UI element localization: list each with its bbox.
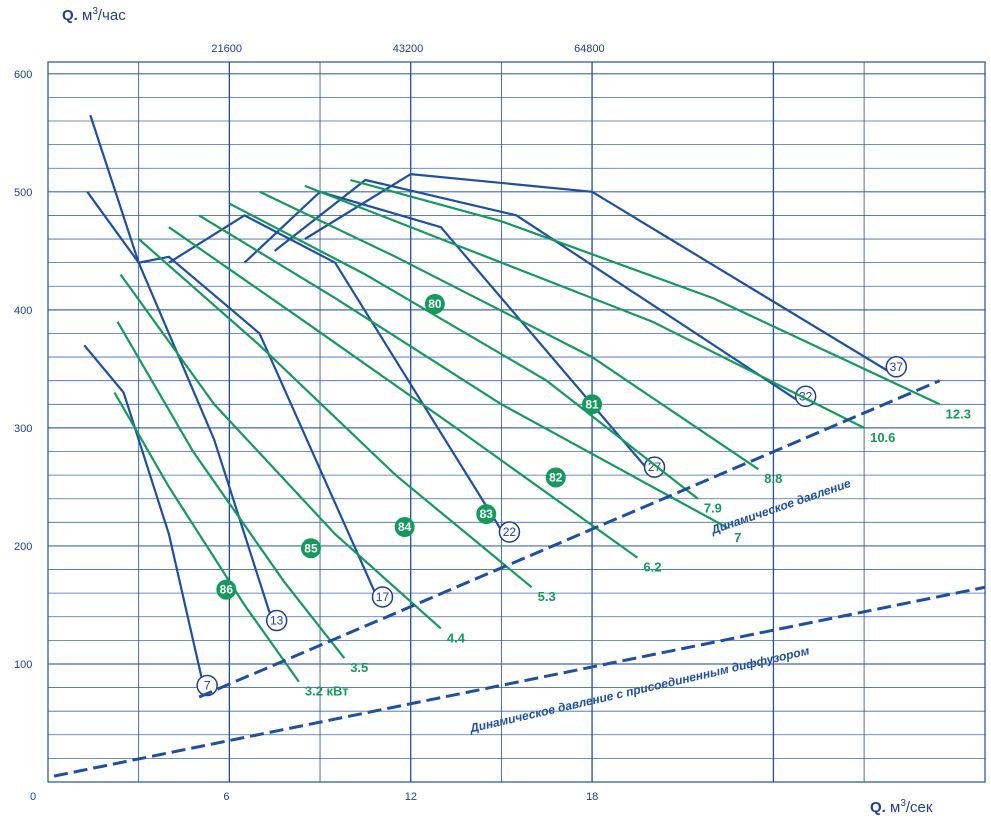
fan-curve-badge xyxy=(371,586,394,608)
y-tick-label: 300 xyxy=(14,423,32,435)
efficiency-badge xyxy=(582,394,603,415)
power-curve xyxy=(168,226,639,559)
efficiency-badge xyxy=(300,538,321,559)
power-curve-label: 6.2 xyxy=(643,560,661,575)
efficiency-label: 80 xyxy=(428,297,442,311)
fan-curve-17 xyxy=(89,114,382,606)
efficiency-label: 84 xyxy=(398,520,412,534)
x2-tick-label: 64800 xyxy=(574,43,605,55)
bottom-axis-unit-rest: /сек xyxy=(905,799,933,816)
bottom-axis-q: Q. xyxy=(870,799,886,816)
fan-curve-32 xyxy=(274,178,805,406)
power-curve-label: 7 xyxy=(734,530,741,545)
power-curve-label: 7.9 xyxy=(704,501,722,516)
fan-curve-label: 37 xyxy=(890,360,904,374)
fan-curve-badge xyxy=(196,674,218,697)
fan-curve-badge xyxy=(498,521,521,543)
efficiency-label: 83 xyxy=(480,507,494,521)
x-tick-label: 6 xyxy=(223,791,229,803)
power-curve-label: 5.3 xyxy=(538,589,556,604)
dynamic-pressure-line xyxy=(198,379,941,699)
power-curve xyxy=(198,214,729,530)
efficiency-badge xyxy=(424,293,445,314)
x-tick-label: 18 xyxy=(586,791,598,803)
x-tick-label: 0 xyxy=(30,791,36,803)
dynamic-pressure-diffuser-line xyxy=(53,585,986,778)
top-axis-title: Q. м3/час xyxy=(62,6,126,24)
efficiency-badge xyxy=(216,579,237,600)
power-curve-label: 8.8 xyxy=(764,471,782,486)
top-axis-unit-sup: 3 xyxy=(92,6,98,17)
fan-curve-badge xyxy=(265,609,288,632)
efficiency-badge xyxy=(545,467,566,488)
efficiency-label: 81 xyxy=(585,397,599,411)
bottom-axis-unit-sup: 3 xyxy=(900,798,906,809)
efficiency-label: 86 xyxy=(220,583,234,597)
y-tick-label: 400 xyxy=(14,305,32,317)
power-curve-label: 3.5 xyxy=(350,660,368,675)
power-curve xyxy=(228,202,699,500)
fan-curve-label: 22 xyxy=(503,525,517,539)
y-tick-label: 500 xyxy=(14,187,32,199)
top-axis-q: Q. xyxy=(62,7,78,24)
x-tick-label: 12 xyxy=(405,791,417,803)
fan-curve-27 xyxy=(243,190,654,476)
power-curve-label: 4.4 xyxy=(447,631,466,646)
bottom-axis-title: Q. м3/сек xyxy=(870,798,932,816)
power-curve xyxy=(116,321,346,659)
fan-curve-label: 7 xyxy=(204,678,211,692)
power-curve-label: 10.6 xyxy=(870,430,895,445)
top-axis-unit-rest: /час xyxy=(97,7,126,24)
fan-curve-label: 17 xyxy=(376,590,390,604)
power-curve xyxy=(350,178,941,406)
efficiency-badge xyxy=(394,517,415,538)
power-curve xyxy=(137,238,533,589)
efficiency-badge xyxy=(476,504,497,525)
efficiency-label: 85 xyxy=(304,541,318,555)
power-curve xyxy=(113,391,300,683)
fan-curve-label: 13 xyxy=(270,614,284,628)
y-tick-label: 200 xyxy=(14,541,32,553)
x2-tick-label: 21600 xyxy=(211,43,242,55)
fan-curve-7 xyxy=(83,344,207,694)
bottom-axis-unit: м xyxy=(890,799,901,816)
power-curve xyxy=(119,273,442,630)
x2-tick-label: 43200 xyxy=(393,43,424,55)
power-curve xyxy=(304,184,865,429)
y-tick-label: 100 xyxy=(14,659,32,671)
efficiency-label: 82 xyxy=(549,470,563,484)
fan-curve-badge xyxy=(885,356,908,378)
y-tick-label: 600 xyxy=(14,69,32,81)
power-curve-label: 3.2 кВт xyxy=(305,684,349,699)
top-axis-unit: м xyxy=(82,7,93,24)
power-curve-label: 12.3 xyxy=(946,406,971,421)
power-curve xyxy=(259,190,759,471)
plot-frame xyxy=(47,61,986,783)
